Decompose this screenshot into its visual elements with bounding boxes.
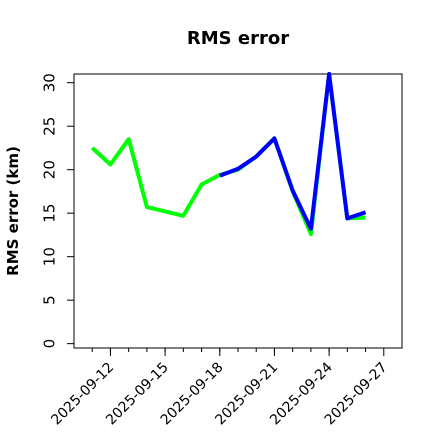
y-tick-label: 20: [40, 160, 58, 179]
x-axis: 2025-09-122025-09-152025-09-182025-09-21…: [48, 348, 391, 428]
y-tick-label: 0: [40, 339, 58, 349]
y-axis-label: RMS error (km): [4, 146, 22, 276]
y-axis: 0 5 10 15 20 25 30: [40, 73, 74, 348]
y-tick-label: 10: [40, 247, 58, 266]
series-layer: [90, 72, 367, 237]
series-line-2: [219, 72, 367, 231]
y-tick-label: 25: [40, 117, 58, 136]
y-tick-label: 30: [40, 73, 58, 92]
y-tick-label: 15: [40, 204, 58, 223]
y-tick-label: 5: [40, 295, 58, 305]
chart-title: RMS error: [187, 28, 289, 49]
plot-frame: [73, 73, 403, 349]
